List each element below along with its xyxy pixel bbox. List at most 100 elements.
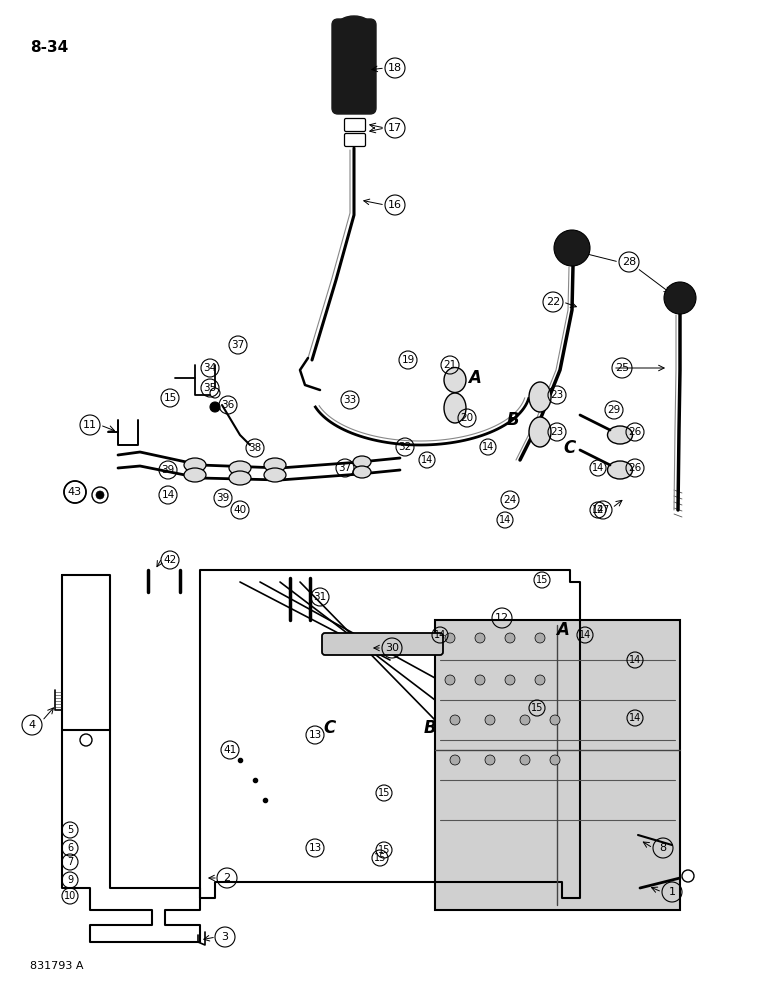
Text: 4: 4 bbox=[29, 720, 36, 730]
Text: 2: 2 bbox=[223, 873, 231, 883]
Text: 38: 38 bbox=[249, 443, 262, 453]
Text: 15: 15 bbox=[536, 575, 548, 585]
Text: 10: 10 bbox=[64, 891, 76, 901]
Text: B: B bbox=[424, 719, 436, 737]
Circle shape bbox=[210, 388, 220, 398]
Text: 43: 43 bbox=[68, 487, 82, 497]
Text: A: A bbox=[469, 369, 482, 387]
Text: 7: 7 bbox=[67, 857, 73, 867]
Ellipse shape bbox=[338, 16, 370, 34]
Circle shape bbox=[520, 755, 530, 765]
Text: 14: 14 bbox=[161, 490, 174, 500]
Text: 14: 14 bbox=[629, 655, 641, 665]
Text: 14: 14 bbox=[579, 630, 591, 640]
Circle shape bbox=[554, 230, 590, 266]
Text: 3: 3 bbox=[222, 932, 229, 942]
Ellipse shape bbox=[353, 466, 371, 478]
Text: 12: 12 bbox=[495, 613, 509, 623]
Text: 29: 29 bbox=[608, 405, 621, 415]
Circle shape bbox=[520, 715, 530, 725]
Text: 15: 15 bbox=[531, 703, 543, 713]
Text: 15: 15 bbox=[374, 853, 386, 863]
Ellipse shape bbox=[608, 461, 632, 479]
Text: 22: 22 bbox=[546, 297, 560, 307]
Circle shape bbox=[664, 282, 696, 314]
FancyBboxPatch shape bbox=[322, 633, 443, 655]
Ellipse shape bbox=[184, 468, 206, 482]
Text: B: B bbox=[506, 411, 520, 429]
Circle shape bbox=[505, 633, 515, 643]
Text: 41: 41 bbox=[223, 745, 237, 755]
Circle shape bbox=[475, 633, 485, 643]
Text: 40: 40 bbox=[233, 505, 246, 515]
Circle shape bbox=[445, 675, 455, 685]
Text: 8-34: 8-34 bbox=[30, 40, 68, 55]
Ellipse shape bbox=[264, 468, 286, 482]
Ellipse shape bbox=[608, 426, 632, 444]
Text: 33: 33 bbox=[344, 395, 357, 405]
Circle shape bbox=[505, 675, 515, 685]
Text: C: C bbox=[324, 719, 336, 737]
Ellipse shape bbox=[529, 417, 551, 447]
Text: 24: 24 bbox=[503, 495, 516, 505]
Ellipse shape bbox=[229, 461, 251, 475]
Text: 14: 14 bbox=[592, 463, 604, 473]
Text: C: C bbox=[564, 439, 576, 457]
Text: 35: 35 bbox=[203, 383, 217, 393]
Ellipse shape bbox=[184, 458, 206, 472]
Text: 18: 18 bbox=[388, 63, 402, 73]
Circle shape bbox=[475, 675, 485, 685]
Circle shape bbox=[485, 755, 495, 765]
Text: 11: 11 bbox=[83, 420, 97, 430]
Text: 14: 14 bbox=[482, 442, 494, 452]
Text: 14: 14 bbox=[499, 515, 511, 525]
FancyBboxPatch shape bbox=[344, 118, 365, 131]
Text: 5: 5 bbox=[67, 825, 73, 835]
Text: 14: 14 bbox=[592, 505, 604, 515]
Circle shape bbox=[445, 633, 455, 643]
Text: 14: 14 bbox=[421, 455, 433, 465]
Text: 23: 23 bbox=[550, 427, 564, 437]
Text: 13: 13 bbox=[308, 730, 322, 740]
Text: 21: 21 bbox=[443, 360, 456, 370]
Text: 26: 26 bbox=[628, 427, 642, 437]
Circle shape bbox=[96, 491, 104, 499]
Text: 16: 16 bbox=[388, 200, 402, 210]
Ellipse shape bbox=[529, 382, 551, 412]
FancyBboxPatch shape bbox=[344, 133, 365, 146]
Text: 8: 8 bbox=[659, 843, 666, 853]
Circle shape bbox=[550, 715, 560, 725]
Text: 19: 19 bbox=[401, 355, 415, 365]
Text: 36: 36 bbox=[222, 400, 235, 410]
Text: 28: 28 bbox=[622, 257, 636, 267]
Text: 32: 32 bbox=[398, 442, 411, 452]
Text: 25: 25 bbox=[615, 363, 629, 373]
Circle shape bbox=[682, 870, 694, 882]
Circle shape bbox=[485, 715, 495, 725]
Text: 37: 37 bbox=[338, 463, 351, 473]
Text: 39: 39 bbox=[161, 465, 174, 475]
Text: 31: 31 bbox=[313, 592, 327, 602]
Ellipse shape bbox=[353, 456, 371, 468]
Text: 39: 39 bbox=[216, 493, 229, 503]
Text: 6: 6 bbox=[67, 843, 73, 853]
Bar bbox=[435, 620, 680, 910]
Text: 42: 42 bbox=[164, 555, 177, 565]
Text: 23: 23 bbox=[550, 390, 564, 400]
Ellipse shape bbox=[444, 393, 466, 423]
Circle shape bbox=[450, 715, 460, 725]
Text: 1: 1 bbox=[669, 887, 676, 897]
Text: 30: 30 bbox=[385, 643, 399, 653]
Text: 15: 15 bbox=[378, 845, 390, 855]
Text: 34: 34 bbox=[203, 363, 217, 373]
Text: 14: 14 bbox=[434, 630, 446, 640]
Ellipse shape bbox=[264, 458, 286, 472]
Text: 15: 15 bbox=[164, 393, 177, 403]
Text: 26: 26 bbox=[628, 463, 642, 473]
Circle shape bbox=[450, 755, 460, 765]
Text: 9: 9 bbox=[67, 875, 73, 885]
Ellipse shape bbox=[229, 471, 251, 485]
Text: 27: 27 bbox=[597, 505, 610, 515]
Text: 20: 20 bbox=[460, 413, 473, 423]
Text: 14: 14 bbox=[629, 713, 641, 723]
